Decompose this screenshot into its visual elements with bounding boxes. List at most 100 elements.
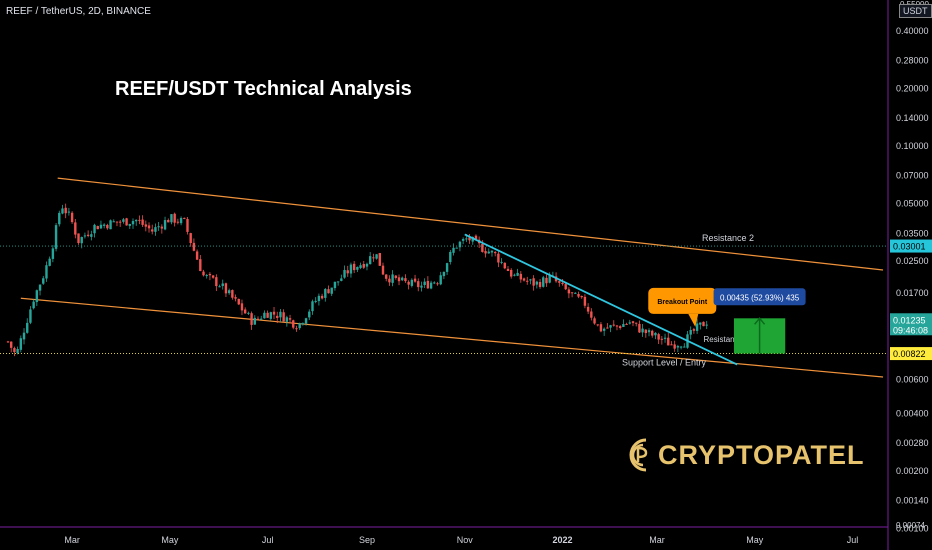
price-axis-panel[interactable]	[888, 0, 932, 550]
channel-lower-line[interactable]	[20, 297, 884, 378]
y-tick-label: 0.28000	[896, 56, 929, 66]
candle-body	[526, 280, 529, 282]
candle-body	[224, 283, 228, 294]
channel-layer	[20, 177, 884, 378]
candle-body	[352, 263, 356, 271]
candle-body	[74, 222, 77, 235]
candle-body	[622, 324, 625, 327]
candle-body	[433, 282, 436, 284]
candle-body	[625, 323, 628, 325]
candle-body	[356, 266, 359, 270]
candle-body	[35, 290, 39, 303]
candle-body	[186, 218, 189, 232]
candle-body	[234, 297, 237, 299]
price-badge	[890, 239, 932, 253]
candle-body	[641, 328, 644, 333]
candle-body	[19, 338, 23, 350]
candle-body	[6, 341, 10, 343]
candle-body	[54, 225, 58, 249]
annotations: Resistance 1 Support Level / Entry Breakou…	[622, 287, 806, 368]
candle-body	[58, 212, 61, 225]
candle-body	[144, 224, 148, 227]
symbol-label[interactable]: REEF / TetherUS, 2D, BINANCE	[6, 6, 151, 17]
candle-body	[173, 213, 176, 223]
candle-body	[606, 327, 609, 329]
candle-body	[538, 282, 542, 287]
candle-body	[343, 269, 346, 278]
candle-body	[391, 274, 394, 283]
candle-body	[468, 237, 471, 241]
candle-body	[583, 296, 587, 306]
candle-body	[285, 317, 289, 322]
candle-body	[195, 251, 199, 260]
candle-body	[67, 211, 71, 213]
candle-body	[609, 325, 612, 328]
candle-body	[86, 234, 90, 236]
candle-body	[215, 277, 218, 287]
price-badge	[890, 313, 932, 336]
candle-body	[452, 247, 455, 253]
candle-body	[269, 312, 273, 319]
candle-body	[83, 235, 87, 237]
candle-body	[683, 346, 686, 348]
candle-body	[138, 219, 141, 221]
candle-body	[260, 318, 263, 320]
y-tick-label: 0.00200	[896, 466, 929, 476]
candle-body	[208, 273, 212, 276]
candle-body	[22, 332, 26, 340]
candle-body	[612, 324, 615, 326]
logo-text: CRYPTOPATEL	[658, 439, 865, 470]
candle-body	[397, 277, 401, 282]
resistance-2-label: Resistance 2	[702, 233, 754, 243]
candle-body	[102, 224, 106, 226]
candle-body	[317, 295, 321, 302]
candle-body	[256, 318, 260, 320]
candle-body	[503, 262, 506, 269]
candle-body	[385, 274, 388, 279]
candle-body	[404, 278, 407, 282]
candle-body	[13, 348, 16, 353]
price-badge-label: 0.03001	[893, 242, 926, 252]
candle-body	[247, 312, 250, 314]
candle-body	[378, 253, 381, 266]
candle-body	[420, 285, 423, 288]
candle-body	[567, 289, 571, 294]
candle-body	[362, 264, 365, 268]
candle-body	[32, 301, 35, 309]
candle-body	[250, 313, 253, 325]
price-axis: 0.40000 0.28000 0.20000 0.14000 0.10000 0.070…	[896, 0, 929, 533]
candle-body	[77, 233, 80, 244]
breakout-box[interactable]	[648, 287, 717, 314]
candle-body	[205, 275, 208, 277]
candle-body	[705, 324, 708, 326]
candle-body	[276, 315, 279, 318]
candle-body	[192, 242, 196, 251]
candle-body	[346, 270, 349, 274]
candle-body	[558, 281, 561, 283]
candle-body	[141, 219, 144, 225]
candle-body	[381, 265, 385, 275]
x-tick-label: Sep	[359, 535, 375, 545]
candle-body	[115, 221, 119, 223]
time-axis[interactable]: Mar May Jul Sep Nov 2022 Mar May Jul	[64, 535, 858, 545]
candle-body	[16, 348, 19, 354]
candle-body	[516, 272, 519, 276]
candle-body	[692, 329, 696, 331]
candle-body	[93, 224, 96, 234]
currency-unit-badge[interactable]: USDT	[899, 4, 932, 18]
channel-upper-line[interactable]	[57, 177, 884, 271]
countdown-label: 09:46:08	[893, 325, 928, 335]
candle-body	[586, 306, 590, 312]
candle-body	[676, 346, 680, 348]
candle-body	[295, 328, 298, 330]
candle-body	[618, 326, 622, 328]
candle-body	[519, 273, 523, 280]
candle-body	[157, 226, 160, 228]
candle-body	[218, 286, 221, 288]
descending-trendline[interactable]	[464, 233, 738, 366]
x-tick-label: Jul	[847, 535, 859, 545]
candle-body	[535, 281, 539, 285]
projection-label-box	[713, 288, 806, 306]
y-tick-label: 0.07000	[896, 171, 929, 181]
